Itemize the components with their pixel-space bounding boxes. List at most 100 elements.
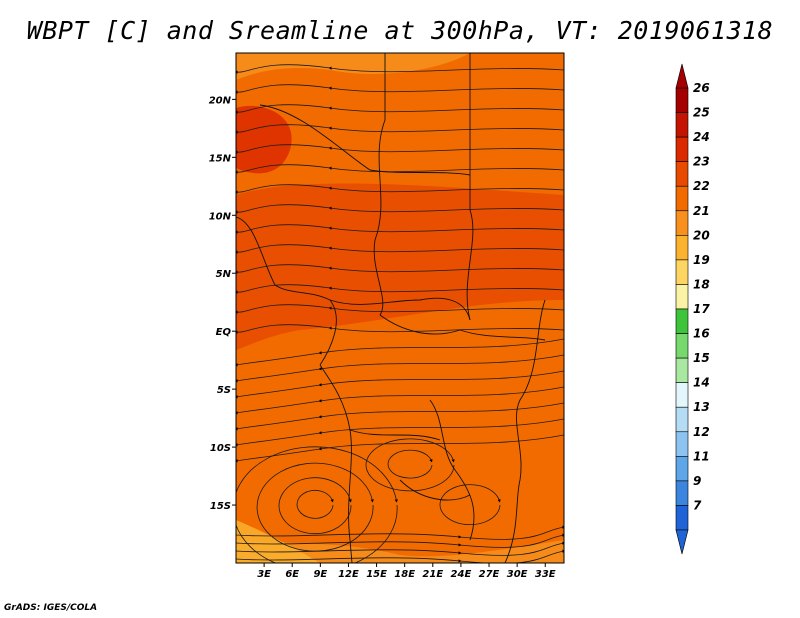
streamline	[365, 438, 455, 492]
lon-tick-label: 18E	[394, 569, 415, 580]
country-border	[236, 216, 337, 366]
streamline	[236, 184, 564, 194]
colorbar-top-arrow	[675, 63, 689, 89]
lat-tick-label: 20N	[209, 95, 232, 106]
colorbar-bottom-arrow	[675, 529, 689, 555]
streamline	[236, 124, 564, 134]
lon-tick-label: 21E	[422, 569, 443, 580]
streamline	[236, 370, 564, 399]
streamline	[236, 64, 564, 74]
colorbar-swatch	[675, 480, 689, 506]
colorbar-swatch	[675, 406, 689, 433]
country-border	[399, 479, 471, 501]
streamline	[236, 354, 564, 383]
lon-tick-label: 3E	[257, 569, 271, 580]
colorbar-swatch	[675, 431, 689, 457]
streamline	[236, 304, 564, 314]
colorbar-swatch	[675, 87, 689, 113]
lat-tick-label: 5N	[216, 269, 232, 280]
colorbar-swatch	[675, 259, 689, 285]
colorbar-swatch	[675, 136, 689, 162]
streamline	[236, 284, 564, 294]
colorbar-swatch	[675, 112, 689, 138]
country-border	[504, 299, 546, 563]
lon-tick-label: 24E	[451, 569, 472, 580]
lat-tick-label: 15N	[209, 153, 232, 164]
lon-tick-label: 33E	[535, 569, 556, 580]
map-frame	[235, 52, 565, 564]
country-border	[259, 104, 471, 176]
country-border	[373, 53, 386, 316]
streamline	[236, 144, 564, 154]
streamline	[236, 402, 564, 431]
colorbar-swatch	[675, 235, 689, 261]
streamline	[236, 224, 564, 234]
colorbar-swatch	[675, 185, 689, 212]
colorbar-label: 18	[693, 277, 710, 291]
colorbar-label: 14	[693, 376, 710, 390]
lon-tick-label: 6E	[285, 569, 299, 580]
colorbar-label: 20	[693, 228, 710, 242]
lat-tick-label: 10S	[210, 443, 231, 454]
colorbar-label: 16	[693, 327, 710, 341]
colorbar-label: 13	[693, 400, 710, 414]
colorbar-label: 9	[693, 474, 701, 488]
lat-tick-label: 10N	[209, 211, 232, 222]
country-border	[349, 429, 441, 441]
colorbar-label: 23	[693, 155, 710, 169]
lat-tick-label: 15S	[210, 501, 231, 512]
wbpt-shade-region	[236, 53, 470, 80]
streamline	[236, 324, 564, 334]
colorbar-label: 21	[693, 204, 710, 218]
streamline	[236, 244, 564, 254]
lon-tick-label: 30E	[507, 569, 528, 580]
streamline	[236, 549, 564, 563]
streamline	[236, 418, 564, 447]
streamline	[236, 204, 564, 214]
lon-tick-label: 9E	[313, 569, 327, 580]
streamline	[278, 477, 352, 535]
colorbar-label: 26	[693, 81, 710, 95]
colorbar-label: 25	[693, 106, 710, 120]
lon-tick-label: 27E	[479, 569, 500, 580]
colorbar-label: 15	[693, 351, 710, 365]
country-border	[319, 364, 353, 563]
colorbar-swatch	[675, 308, 689, 334]
colorbar-label: 22	[693, 179, 710, 193]
lat-tick-label: 5S	[217, 385, 231, 396]
colorbar-swatch	[675, 505, 689, 531]
streamline	[236, 338, 564, 367]
streamline	[439, 484, 501, 526]
streamline	[236, 164, 564, 174]
colorbar-label: 24	[693, 130, 710, 144]
colorbar-swatch	[675, 284, 689, 310]
country-border	[429, 399, 475, 541]
streamline	[236, 84, 564, 94]
country-border	[466, 53, 474, 321]
colorbar-label: 19	[693, 253, 710, 267]
lon-tick-label: 15E	[366, 569, 387, 580]
grads-credit: GrADS: IGES/COLA	[4, 603, 98, 613]
chart-title: WBPT [C] and Sreamline at 300hPa, VT: 20…	[26, 16, 774, 45]
lon-tick-label: 12E	[338, 569, 359, 580]
wbpt-shade-region	[236, 105, 292, 174]
colorbar-label: 17	[693, 302, 710, 316]
streamline	[236, 264, 564, 274]
colorbar-swatch	[675, 357, 689, 383]
colorbar-label: 7	[693, 498, 702, 512]
colorbar-swatch	[675, 382, 689, 408]
colorbar-swatch	[675, 333, 689, 359]
colorbar-label: 11	[693, 449, 710, 463]
streamline	[387, 449, 433, 479]
streamline	[236, 104, 564, 114]
colorbar-swatch	[675, 161, 689, 187]
colorbar-label: 12	[693, 425, 710, 439]
lat-tick-label: EQ	[216, 327, 232, 338]
country-border	[329, 297, 471, 321]
colorbar-swatch	[675, 456, 689, 482]
colorbar-swatch	[675, 210, 689, 236]
country-border	[379, 314, 546, 341]
streamline	[236, 434, 564, 463]
streamline	[236, 386, 564, 415]
